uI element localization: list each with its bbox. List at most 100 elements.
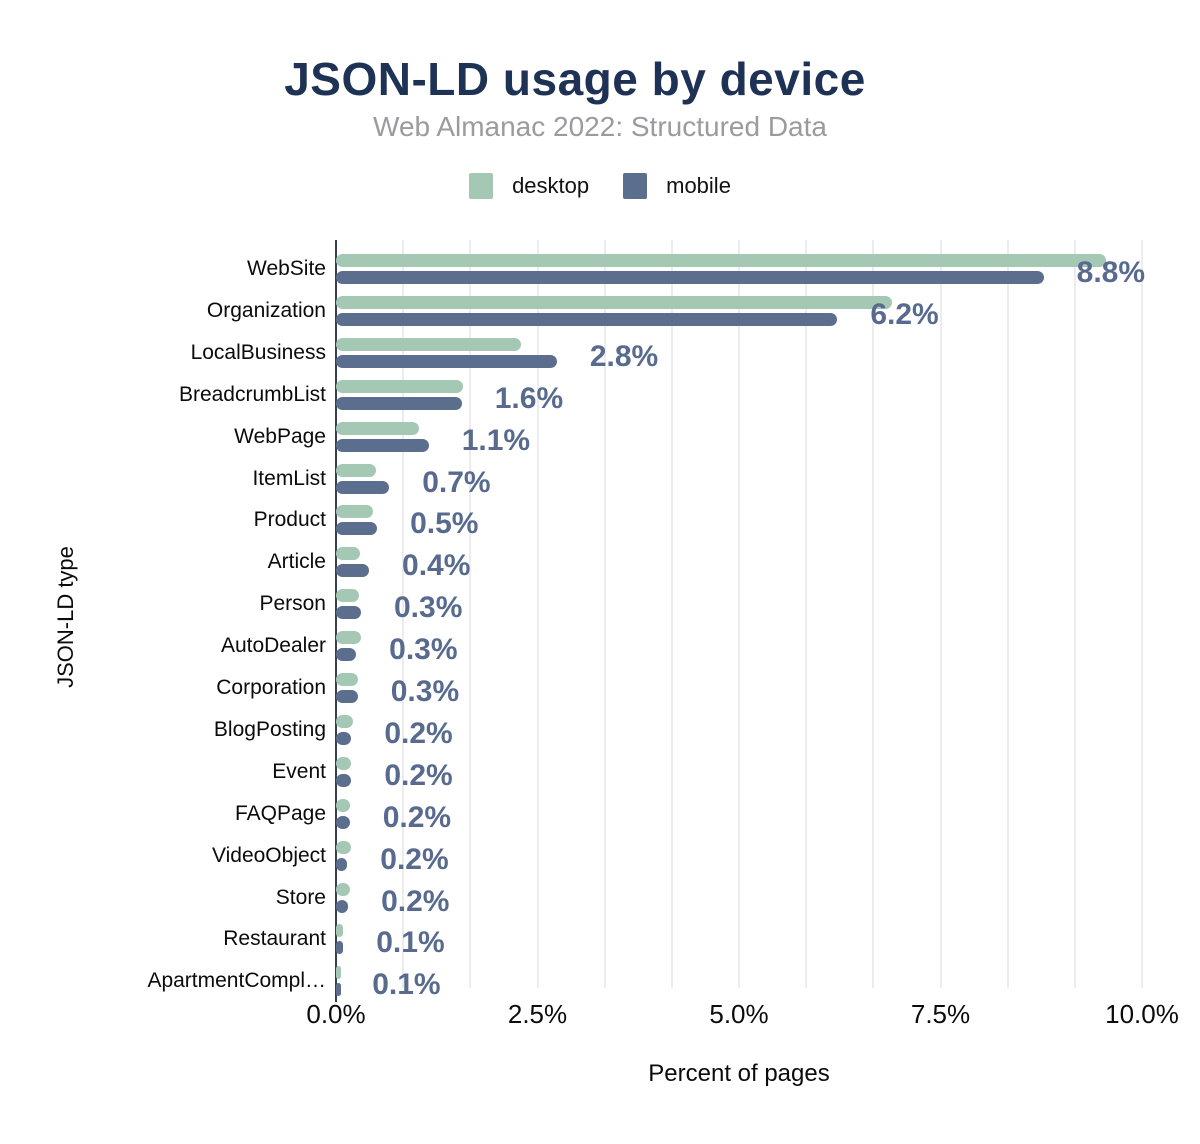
bar-mobile[interactable] — [336, 606, 361, 620]
value-label: 8.8% — [1076, 256, 1146, 289]
category-label: WebSite — [247, 257, 326, 280]
bar-mobile[interactable] — [336, 731, 352, 745]
value-label: 1.6% — [494, 381, 564, 415]
bar-mobile[interactable] — [336, 815, 350, 829]
value-label: 0.4% — [402, 549, 471, 583]
gridline — [402, 240, 405, 988]
legend-label-mobile: mobile — [666, 173, 731, 198]
bar-mobile[interactable] — [336, 396, 462, 410]
bar-mobile[interactable] — [336, 271, 1044, 284]
bar-desktop[interactable] — [336, 547, 361, 561]
category-label: ApartmentCompl… — [147, 969, 326, 993]
bar-desktop[interactable] — [336, 798, 350, 812]
value-label: 0.1% — [376, 926, 445, 960]
bar-desktop[interactable] — [336, 254, 1106, 267]
value-label: 6.2% — [870, 297, 939, 331]
gridline — [603, 240, 606, 988]
x-axis-title: Percent of pages — [648, 1060, 830, 1087]
category-label: Store — [275, 885, 326, 909]
gridline — [1006, 240, 1009, 988]
bar-desktop[interactable] — [336, 966, 341, 980]
value-label: 1.1% — [461, 423, 531, 457]
legend-item-desktop[interactable]: desktop — [469, 173, 589, 199]
category-label: Event — [272, 759, 326, 783]
x-tick-label: 10.0% — [1105, 999, 1179, 1029]
category-label: Product — [253, 508, 326, 532]
x-tick-label: 7.5% — [910, 999, 971, 1029]
bar-mobile[interactable] — [336, 690, 358, 703]
category-label: BreadcrumbList — [178, 382, 326, 406]
category-label: WebPage — [234, 424, 326, 448]
value-label: 0.2% — [381, 884, 450, 918]
legend-item-mobile[interactable]: mobile — [623, 173, 731, 199]
chart-subtitle: Web Almanac 2022: Structured Data — [373, 111, 827, 142]
value-label: 0.2% — [384, 758, 453, 792]
category-label: FAQPage — [234, 801, 326, 825]
legend-label-desktop: desktop — [512, 173, 590, 198]
category-label: LocalBusiness — [190, 340, 326, 364]
category-label: Article — [267, 550, 326, 574]
bar-mobile[interactable] — [336, 438, 429, 452]
bar-mobile[interactable] — [336, 312, 838, 326]
gridline — [469, 240, 472, 988]
bar-desktop[interactable] — [336, 337, 522, 351]
bar-desktop[interactable] — [336, 421, 420, 435]
legend-swatch-desktop-icon — [469, 173, 494, 199]
value-label: 2.8% — [589, 339, 659, 373]
category-label: VideoObject — [211, 843, 326, 867]
chart-title: JSON-LD usage by device — [284, 53, 866, 105]
bar-mobile[interactable] — [336, 480, 390, 494]
bar-desktop[interactable] — [336, 882, 350, 896]
legend: desktop mobile — [0, 173, 1200, 199]
value-label: 0.1% — [372, 968, 441, 1002]
bar-desktop[interactable] — [336, 589, 360, 603]
bar-desktop[interactable] — [336, 463, 377, 477]
legend-swatch-mobile-icon — [623, 173, 648, 199]
gridline — [805, 240, 808, 988]
bar-desktop[interactable] — [336, 505, 374, 519]
value-label: 0.3% — [389, 633, 458, 667]
gridline — [1141, 240, 1143, 988]
gridline — [738, 240, 740, 988]
bar-mobile[interactable] — [336, 899, 349, 913]
bar-desktop[interactable] — [336, 714, 353, 728]
value-label: 0.2% — [384, 716, 453, 750]
category-label: ItemList — [252, 466, 326, 490]
bar-mobile[interactable] — [336, 354, 557, 368]
category-label: Person — [259, 592, 326, 616]
bar-mobile[interactable] — [336, 941, 344, 955]
bar-mobile[interactable] — [336, 983, 341, 997]
gridline — [536, 240, 539, 988]
x-tick-label: 5.0% — [709, 999, 769, 1029]
x-tick-label: 2.5% — [507, 999, 568, 1029]
bar-mobile[interactable] — [336, 648, 357, 662]
bar-desktop[interactable] — [336, 840, 351, 854]
gridline — [939, 240, 942, 988]
category-label: AutoDealer — [220, 634, 326, 658]
category-label: Organization — [206, 298, 326, 322]
bar-mobile[interactable] — [336, 564, 370, 578]
value-label: 0.5% — [410, 507, 479, 541]
gridline — [670, 240, 673, 988]
value-label: 0.3% — [393, 591, 463, 625]
value-label: 0.2% — [380, 842, 449, 876]
x-tick-label: 0.0% — [306, 999, 366, 1029]
bar-mobile[interactable] — [336, 773, 352, 787]
value-label: 0.7% — [422, 465, 491, 499]
category-label: BlogPosting — [213, 717, 326, 741]
bar-desktop[interactable] — [336, 379, 464, 393]
y-axis-line — [335, 240, 337, 1002]
bar-desktop[interactable] — [336, 756, 352, 770]
gridline — [872, 240, 875, 988]
bar-desktop[interactable] — [336, 924, 344, 938]
bar-desktop[interactable] — [336, 673, 358, 686]
bar-desktop[interactable] — [336, 295, 893, 309]
category-label: Restaurant — [223, 927, 326, 951]
bar-mobile[interactable] — [336, 857, 348, 871]
bar-mobile[interactable] — [336, 522, 378, 536]
bar-desktop[interactable] — [336, 631, 361, 645]
category-label: Corporation — [216, 676, 326, 699]
gridline — [1073, 240, 1076, 988]
